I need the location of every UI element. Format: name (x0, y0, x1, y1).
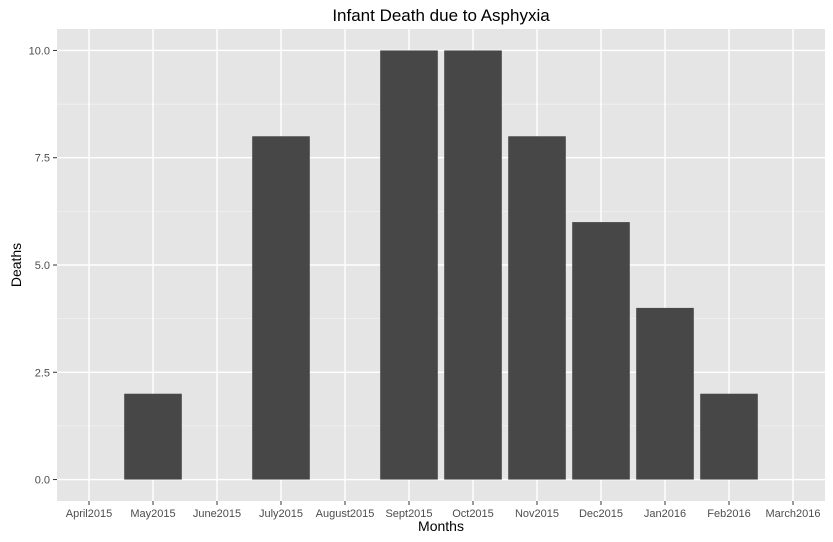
x-tick-label: Nov2015 (515, 508, 559, 520)
y-tick-label: 0.0 (35, 475, 50, 487)
bar-jan2016 (636, 307, 694, 480)
x-tick-label: June2015 (193, 508, 241, 520)
chart-title: Infant Death due to Asphyxia (332, 6, 550, 25)
x-tick-label: March2016 (765, 508, 820, 520)
y-tick-label: 5.0 (35, 260, 50, 272)
bar-july2015 (252, 136, 310, 480)
x-tick-label: Feb2016 (707, 508, 750, 520)
y-tick-label: 2.5 (35, 367, 50, 379)
x-axis: April2015 May2015 June2015 July2015 August20… (66, 501, 821, 520)
bar-oct2015 (444, 50, 502, 480)
y-tick-label: 7.5 (35, 153, 50, 165)
bar-sept2015 (380, 50, 438, 480)
x-tick-label: April2015 (66, 508, 112, 520)
y-tick-label: 10.0 (29, 45, 50, 57)
x-tick-label: Sept2015 (385, 508, 432, 520)
y-axis: 0.0 2.5 5.0 7.5 10.0 (29, 45, 57, 487)
bar-nov2015 (508, 136, 566, 480)
x-tick-label: Dec2015 (579, 508, 623, 520)
x-tick-label: July2015 (259, 508, 303, 520)
bar-dec2015 (572, 222, 630, 480)
minor-gridlines (57, 103, 825, 427)
x-tick-label: August2015 (316, 508, 375, 520)
x-axis-title: Months (418, 518, 464, 534)
x-tick-label: Oct2015 (452, 508, 494, 520)
x-tick-label: May2015 (130, 508, 175, 520)
bars (124, 50, 758, 480)
x-tick-label: Jan2016 (644, 508, 686, 520)
y-axis-title: Deaths (8, 243, 24, 287)
bar-may2015 (124, 393, 182, 480)
bar-feb2016 (700, 393, 758, 480)
